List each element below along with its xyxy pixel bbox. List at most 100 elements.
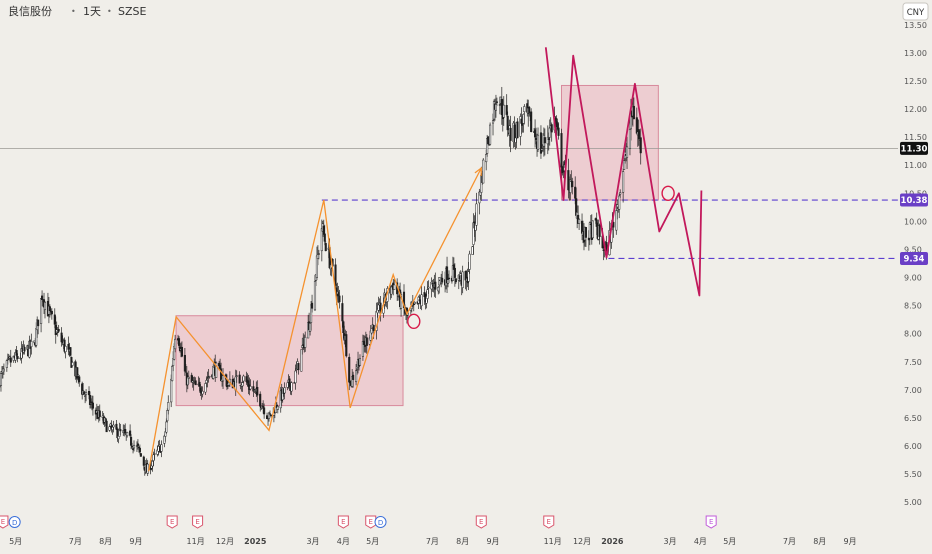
currency-button[interactable]: CNY <box>902 2 929 21</box>
candle <box>475 192 478 231</box>
candle <box>454 278 457 285</box>
candle <box>108 425 111 432</box>
candle <box>509 115 512 153</box>
candle <box>516 118 519 139</box>
y-tick-label: 10.00 <box>904 217 927 226</box>
candle <box>235 370 238 383</box>
candle <box>410 300 413 313</box>
earnings-event-icon[interactable]: E <box>543 515 555 529</box>
candle <box>129 424 132 438</box>
y-tick-label: 5.00 <box>904 498 922 507</box>
candle <box>304 331 307 352</box>
candle <box>571 177 574 195</box>
earnings-event-icon[interactable]: E <box>705 515 717 529</box>
x-tick-label: 8月 <box>456 537 469 546</box>
candle <box>85 389 88 402</box>
candle <box>69 347 72 357</box>
candle <box>221 368 225 389</box>
y-tick-label: 6.50 <box>904 414 922 423</box>
interval-label[interactable]: 1天 <box>83 5 101 18</box>
dividend-event-icon[interactable]: D <box>374 516 387 528</box>
candle <box>523 104 526 125</box>
candle <box>632 97 635 120</box>
earnings-event-icon[interactable]: E <box>192 515 204 529</box>
y-axis[interactable]: 5.00 5.50 6.00 6.50 7.00 7.50 8.00 8.50 9.00 9.50… <box>904 21 927 507</box>
candle <box>482 158 485 184</box>
candle <box>622 168 625 203</box>
currency-label[interactable]: CNY <box>907 8 925 18</box>
circle-marker[interactable] <box>661 185 675 201</box>
candle <box>16 353 19 363</box>
price-badges-layer: 11.30 10.38 9.34 <box>900 141 928 265</box>
last-price-badge-label: 11.30 <box>901 144 928 154</box>
crimson-zigzag-path[interactable] <box>544 47 703 297</box>
candle <box>153 448 156 460</box>
candle <box>420 285 423 311</box>
candle <box>468 250 471 274</box>
earnings-event-icon[interactable]: E <box>337 515 349 529</box>
y-tick-label: 7.00 <box>904 386 922 395</box>
candle <box>167 395 170 415</box>
candle <box>584 227 587 248</box>
candle <box>461 265 464 294</box>
x-tick-label: 2026 <box>601 537 624 546</box>
x-tick-label: 12月 <box>216 537 234 546</box>
svg-text:E: E <box>170 518 174 526</box>
earnings-event-icon[interactable]: E <box>0 515 9 529</box>
level-price-badge-label: 10.38 <box>901 196 928 206</box>
header-separator: • <box>71 7 76 16</box>
candle <box>505 94 508 117</box>
earnings-event-icon[interactable]: E <box>475 515 487 529</box>
candle <box>252 380 255 397</box>
orange-zigzag-path[interactable] <box>148 167 482 472</box>
x-tick-label: 9月 <box>844 537 857 546</box>
candle <box>57 324 60 333</box>
x-tick-label: 4月 <box>337 537 350 546</box>
candle <box>543 128 546 156</box>
x-axis[interactable]: 5月 7月 8月 9月 11月 12月 2025 3月 4月 5月 7月 8月 9月 11月 12月 2026… <box>9 537 857 546</box>
svg-text:E: E <box>195 518 199 526</box>
candle <box>124 423 127 435</box>
header-separator: • <box>107 7 112 16</box>
candle <box>598 223 601 245</box>
rectangle-zone[interactable] <box>175 315 404 407</box>
x-tick-label: 5月 <box>9 537 22 546</box>
earnings-event-icon[interactable]: E <box>365 515 377 529</box>
y-tick-label: 5.50 <box>904 470 922 479</box>
candle <box>324 240 327 252</box>
candle <box>338 289 341 309</box>
earnings-event-icon[interactable]: E <box>166 515 178 529</box>
y-tick-label: 12.00 <box>904 105 927 114</box>
symbol-name: 良信股份 <box>8 4 52 18</box>
y-tick-label: 8.00 <box>904 330 922 339</box>
candle <box>194 377 197 386</box>
candle <box>619 189 622 198</box>
level-price-badge: 9.34 <box>900 251 928 265</box>
x-tick-label: 3月 <box>306 537 319 546</box>
y-tick-label: 9.00 <box>904 274 922 283</box>
candle <box>177 336 181 349</box>
candle <box>352 371 355 388</box>
svg-text:E: E <box>479 518 483 526</box>
candle <box>174 334 177 353</box>
candle <box>536 127 540 153</box>
candle <box>138 444 141 455</box>
candle <box>43 301 47 319</box>
candle <box>215 361 218 378</box>
candle <box>530 108 533 133</box>
candle <box>30 333 33 355</box>
dividend-event-icon[interactable]: D <box>8 516 21 528</box>
circle-marker[interactable] <box>407 313 421 330</box>
svg-text:E: E <box>341 518 345 526</box>
candle <box>76 367 79 381</box>
candle <box>426 281 429 303</box>
candle <box>557 122 560 140</box>
exchange-label: SZSE <box>118 5 147 18</box>
candle <box>506 111 509 137</box>
candle <box>201 386 204 398</box>
candle <box>447 270 451 283</box>
rectangle-zone[interactable] <box>560 84 659 201</box>
y-tick-label: 13.50 <box>904 21 927 30</box>
